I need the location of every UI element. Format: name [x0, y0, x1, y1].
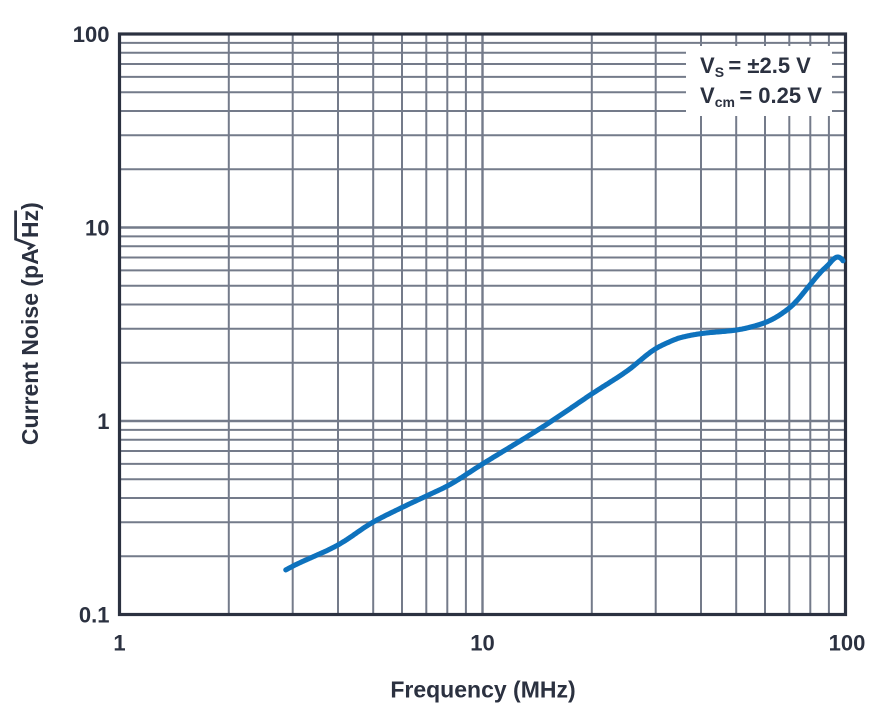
svg-text:1: 1 — [97, 409, 109, 434]
svg-text:10: 10 — [470, 631, 494, 656]
svg-text:Hz): Hz) — [17, 202, 43, 238]
svg-text:100: 100 — [73, 22, 110, 47]
svg-text:10: 10 — [85, 216, 109, 241]
svg-text:Frequency (MHz): Frequency (MHz) — [390, 677, 575, 703]
svg-text:1: 1 — [113, 631, 125, 656]
svg-text:0.1: 0.1 — [79, 603, 110, 628]
svg-text:100: 100 — [829, 631, 866, 656]
svg-text:Current Noise (pA: Current Noise (pA — [17, 248, 43, 445]
